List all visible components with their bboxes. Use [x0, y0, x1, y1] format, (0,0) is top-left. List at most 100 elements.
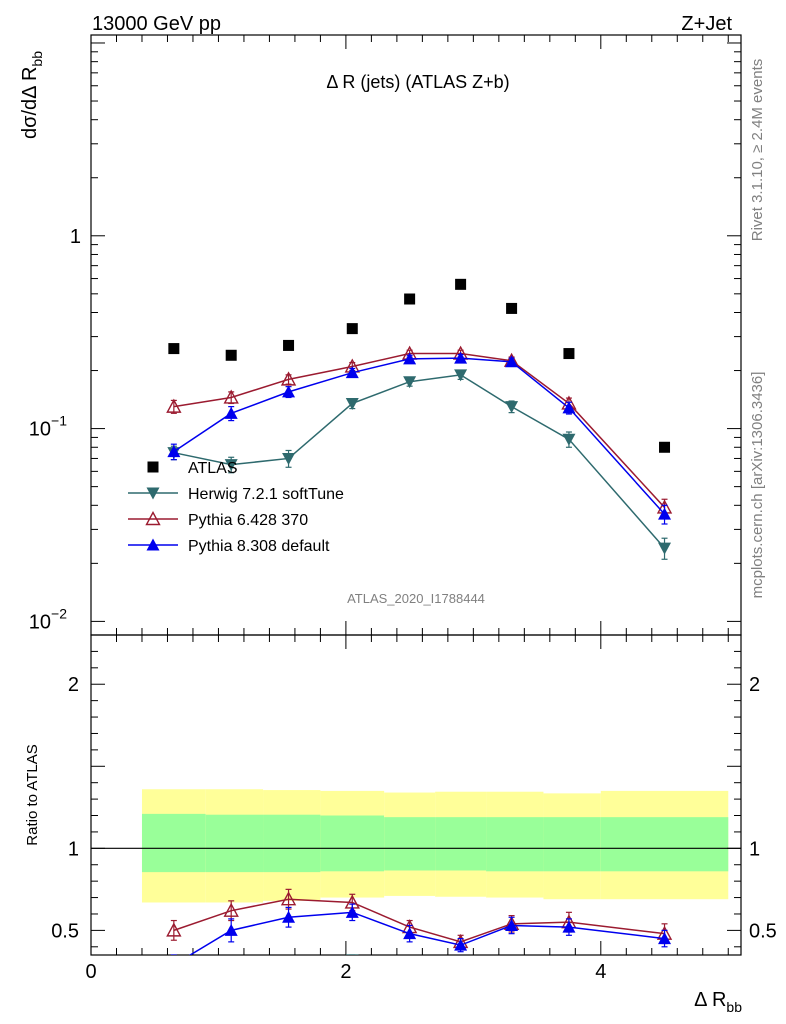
ratio-inner-band [543, 817, 601, 872]
ratio-inner-band [263, 814, 321, 873]
ratio-y-axis-label: Ratio to ATLAS [24, 744, 41, 845]
data-point-pythia-6-428-370 [166, 398, 182, 413]
ratio-line-pythia-8-308-default [188, 911, 665, 955]
ratio-point-herwig-7-2-1-softtune [658, 959, 671, 971]
legend: ATLAS Herwig 7.2.1 softTune Pythia 6.428 3… [128, 460, 344, 555]
main-panel: 10−2 10−1 1 Δ R (jets) (ATLAS Z+b) ATLAS_2… [19, 34, 742, 636]
main-y-tick-exponent: −2 [51, 605, 67, 621]
ratio-y-tick-label-right: 1 [749, 838, 760, 860]
data-point-atlas [404, 293, 416, 305]
legend-marker-pythia-6-428-370 [145, 511, 161, 526]
ratio-point-herwig-7-2-1-softtune [454, 959, 467, 971]
header-right: Z+Jet [681, 13, 732, 35]
data-point-atlas [563, 348, 575, 360]
mcplots-label: mcplots.cern.ch [arXiv:1306.3436] [749, 372, 766, 599]
main-title: Δ R (jets) (ATLAS Z+b) [326, 72, 509, 92]
main-y-axis-label: dσ/dΔ Rbb [19, 51, 45, 139]
data-point-herwig-7-2-1-softtune [454, 369, 468, 382]
legend-label-pythia-8-308-default: Pythia 8.308 default [188, 538, 330, 555]
data-point-herwig-7-2-1-softtune [658, 542, 672, 555]
ratio-point-pythia-8-308-default [282, 910, 296, 923]
data-point-pythia-6-428-370 [280, 371, 297, 386]
ratio-point-pythia-8-308-default [224, 923, 238, 936]
ratio-point-herwig-7-2-1-softtune [403, 958, 416, 970]
data-point-herwig-7-2-1-softtune [224, 459, 238, 472]
ratio-inner-band [205, 814, 264, 873]
ratio-inner-band [141, 813, 206, 873]
ratio-point-herwig-7-2-1-softtune [225, 963, 238, 975]
ratio-y-tick-label: 1 [68, 838, 79, 860]
x-tick-label: 0 [85, 961, 96, 983]
ratio-inner-band [435, 817, 487, 871]
ratio-y-tick-label-right: 0.5 [749, 920, 777, 942]
data-point-pythia-8-308-default [282, 385, 296, 398]
ratio-inner-band [486, 817, 544, 872]
x-axis-label: Δ Rbb [694, 989, 742, 1015]
ratio-point-pythia-8-308-default [167, 958, 180, 970]
x-tick-label: 2 [340, 961, 351, 983]
ratio-point-pythia-8-308-default [403, 927, 417, 940]
rivet-version-label: Rivet 3.1.10, ≥ 2.4M events [749, 59, 766, 242]
ratio-y-tick-label: 2 [68, 674, 79, 696]
ratio-point-pythia-6-428-370 [166, 922, 182, 937]
ratio-panel: 0.5 0.5 1 1 2 2 0 2 4 Ratio to ATLAS [24, 634, 777, 983]
ratio-frame [90, 634, 742, 956]
series-line-pythia-6-428-370 [173, 352, 666, 508]
x-tick-label: 4 [595, 961, 606, 983]
data-point-atlas [346, 323, 358, 335]
data-point-herwig-7-2-1-softtune [505, 401, 519, 414]
ratio-point-pythia-8-308-default [345, 905, 359, 918]
data-point-pythia-8-308-default [167, 445, 181, 458]
main-y-tick-exponent: −1 [51, 413, 67, 429]
legend-marker-atlas [147, 461, 159, 473]
ratio-y-tick-label: 0.5 [51, 920, 79, 942]
ratio-point-pythia-6-428-370 [280, 891, 297, 906]
ratio-y-tick-label-right: 2 [749, 674, 760, 696]
ratio-point-herwig-7-2-1-softtune [282, 964, 295, 976]
main-y-label-subscript: bb [29, 51, 45, 67]
ratio-point-herwig-7-2-1-softtune [505, 958, 518, 970]
data-point-pythia-8-308-default [505, 355, 519, 368]
main-y-tick-label: 10−2 [29, 605, 67, 633]
ratio-inner-band [384, 817, 436, 871]
data-point-atlas [225, 349, 237, 361]
legend-marker-pythia-8-308-default [146, 538, 160, 551]
main-y-label-text: dσ/dΔ Rbb [19, 51, 45, 139]
ratio-point-herwig-7-2-1-softtune [167, 961, 180, 973]
data-point-pythia-8-308-default [224, 406, 238, 419]
ratio-point-pythia-6-428-370 [223, 902, 239, 917]
ratio-point-herwig-7-2-1-softtune [562, 958, 575, 970]
legend-label-atlas: ATLAS [188, 460, 238, 477]
legend-label-herwig-7-2-1-softtune: Herwig 7.2.1 softTune [188, 486, 344, 503]
data-point-atlas [506, 302, 518, 314]
data-point-herwig-7-2-1-softtune [562, 433, 576, 446]
ratio-point-pythia-8-308-default [562, 920, 576, 933]
data-point-atlas [168, 343, 180, 355]
ratio-point-pythia-8-308-default [658, 932, 672, 945]
main-y-tick-label: 10−1 [29, 413, 67, 441]
data-point-herwig-7-2-1-softtune [345, 397, 359, 410]
legend-marker-herwig-7-2-1-softtune [146, 487, 160, 500]
ratio-line-herwig-7-2-1-softtune [174, 960, 665, 970]
main-y-tick-label: 1 [70, 226, 81, 248]
header-left: 13000 GeV pp [92, 13, 221, 35]
data-point-herwig-7-2-1-softtune [282, 452, 296, 465]
data-point-pythia-8-308-default [658, 507, 672, 520]
data-point-pythia-8-308-default [403, 352, 417, 365]
legend-label-pythia-6-428-370: Pythia 6.428 370 [188, 512, 308, 529]
ratio-point-pythia-8-308-default [505, 918, 519, 931]
data-point-pythia-8-308-default [345, 366, 359, 379]
x-label-subscript: bb [726, 999, 742, 1015]
x-label-text: Δ Rbb [694, 989, 742, 1015]
data-point-pythia-6-428-370 [223, 389, 239, 404]
ratio-point-pythia-8-308-default [454, 938, 468, 951]
analysis-watermark: ATLAS_2020_I1788444 [347, 591, 485, 606]
ratio-inner-band [600, 817, 729, 872]
ratio-inner-band [320, 815, 385, 872]
ratio-point-herwig-7-2-1-softtune [345, 954, 359, 955]
data-point-pythia-8-308-default [562, 401, 576, 414]
data-point-atlas [283, 339, 295, 351]
data-point-herwig-7-2-1-softtune [403, 376, 417, 389]
data-point-atlas [659, 441, 671, 453]
